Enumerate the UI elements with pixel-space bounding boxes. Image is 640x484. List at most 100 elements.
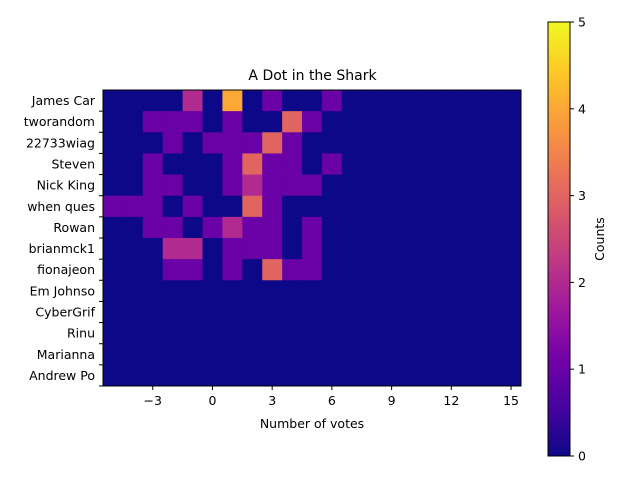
heatmap-cell [361,90,383,112]
heatmap-cell [302,364,323,387]
heatmap-cell [461,259,482,281]
heatmap-cell [262,153,283,175]
heatmap-cell [222,322,243,345]
heatmap-cell [401,153,422,175]
heatmap-cell [103,238,124,260]
heatmap-cell [321,238,343,260]
heatmap-cell [421,132,442,154]
heatmap-cell [401,195,422,218]
heatmap-cell [103,153,124,175]
heatmap-cell [401,174,422,197]
heatmap-cell [481,153,502,175]
heatmap-cell [242,153,263,175]
heatmap-cell [421,259,442,281]
heatmap-cell [182,174,203,197]
heatmap-cell [361,174,383,197]
heatmap-cell [461,301,482,323]
heatmap-cell [302,132,323,154]
heatmap-cell [501,238,522,260]
heatmap-cell [381,280,402,302]
heatmap-cell [242,238,263,260]
heatmap-cell [282,343,303,366]
heatmap-cell [282,280,303,302]
heatmap-cell [481,90,502,112]
heatmap-cell [222,238,243,260]
heatmap-cell [222,364,243,387]
heatmap-cell [401,259,422,281]
colorbar-tick-label: 1 [578,362,586,377]
heatmap-cell [282,238,303,260]
heatmap-cell [381,216,402,239]
heatmap-cell [421,343,442,366]
heatmap-cell [103,132,124,154]
heatmap-cell [202,174,223,197]
heatmap-cell [481,195,502,218]
heatmap-cell [341,132,363,154]
heatmap-cell [341,301,363,323]
heatmap-cell [122,322,144,345]
heatmap-cell [501,132,522,154]
heatmap-cell [162,216,184,239]
heatmap-cell [421,216,442,239]
y-tick-label: tworandom [24,114,95,129]
heatmap-cell [441,301,462,323]
heatmap-cell [242,174,263,197]
heatmap-cell [381,259,402,281]
heatmap-cell [302,90,323,112]
heatmap-cell [122,111,144,133]
heatmap-cell [501,343,522,366]
heatmap-cell [262,132,283,154]
heatmap-cell [381,322,402,345]
heatmap-cell [381,132,402,154]
heatmap-cell [262,238,283,260]
heatmap-cell [341,280,363,302]
heatmap-cell [481,322,502,345]
heatmap-cell [302,301,323,323]
heatmap-cell [361,238,383,260]
y-tick-label: Marianna [37,347,95,362]
heatmap-cell [103,195,124,218]
heatmap-cell [202,280,223,302]
heatmap-cell [142,174,164,197]
heatmap-cell [282,90,303,112]
heatmap-cell [461,322,482,345]
heatmap-cell [242,301,263,323]
heatmap-cell [182,259,203,281]
heatmap-cell [162,259,184,281]
heatmap-cell [162,195,184,218]
heatmap-cell [441,132,462,154]
heatmap-cell [341,195,363,218]
heatmap-cell [441,259,462,281]
heatmap-cell [401,216,422,239]
y-tick-label: Rowan [53,220,95,235]
heatmap-cell [401,238,422,260]
heatmap-cell [182,153,203,175]
heatmap-cell [501,364,522,387]
heatmap-cell [441,174,462,197]
heatmap-cell [242,343,263,366]
heatmap-cell [421,90,442,112]
heatmap-cell [481,216,502,239]
heatmap-cell [461,216,482,239]
heatmap-cell [182,301,203,323]
heatmap-cell [242,259,263,281]
heatmap-cell [461,111,482,133]
heatmap-cell [401,111,422,133]
heatmap-cell [282,216,303,239]
heatmap-cell [202,195,223,218]
heatmap-cell [341,90,363,112]
heatmap-cell [262,280,283,302]
colorbar-tick-label: 5 [578,15,586,30]
heatmap-cell [321,132,343,154]
heatmap-cell [182,90,203,112]
heatmap-cell [122,132,144,154]
heatmap-cell [361,364,383,387]
colorbar-label: Counts [592,217,607,261]
heatmap-cell [302,343,323,366]
heatmap-cell [421,364,442,387]
heatmap-cell [441,153,462,175]
heatmap-cell [481,111,502,133]
heatmap-cell [182,322,203,345]
heatmap-cell [103,259,124,281]
heatmap-cell [302,280,323,302]
